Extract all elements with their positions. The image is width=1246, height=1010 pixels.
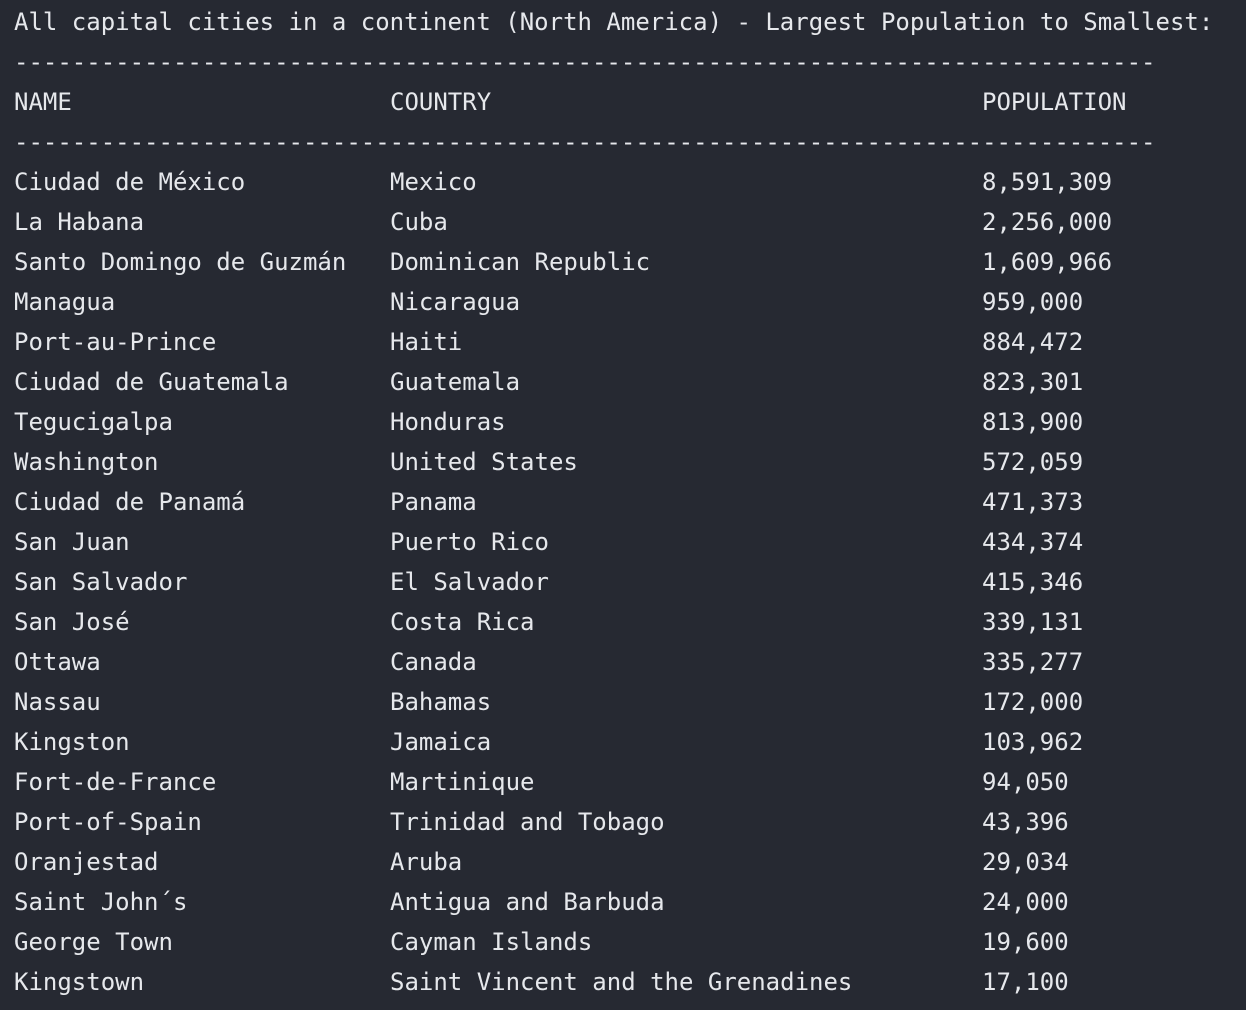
population-value: 572,059 [982,448,1084,476]
table-row: Ottawa Canada 335,277 [14,642,1234,682]
city-name: Port-au-Prince [14,328,217,356]
city-name: Ciudad de México [14,168,246,196]
country-name: Dominican Republic [390,248,651,276]
city-name: Kingstown [14,968,145,996]
population-value: 415,346 [982,568,1084,596]
country-name: United States [390,448,578,476]
city-name: Tegucigalpa [14,408,173,436]
table-row: San Salvador El Salvador 415,346 [14,562,1234,602]
city-name: Managua [14,288,116,316]
table-row: Fort-de-France Martinique 94,050 [14,762,1234,802]
country-name: Canada [390,648,477,676]
population-value: 172,000 [982,688,1084,716]
country-name: Nicaragua [390,288,521,316]
table-row: Kingston Jamaica 103,962 [14,722,1234,762]
population-value: 339,131 [982,608,1084,636]
population-value: 823,301 [982,368,1084,396]
table-row: La Habana Cuba 2,256,000 [14,202,1234,242]
country-name: Aruba [390,848,463,876]
city-name: San José [14,608,130,636]
city-name: Santo Domingo de Guzmán [14,248,347,276]
country-name: Puerto Rico [390,528,549,556]
country-name: Guatemala [390,368,521,396]
table-row: Port-au-Prince Haiti 884,472 [14,322,1234,362]
country-name: Cuba [390,208,448,236]
table-row: Tegucigalpa Honduras 813,900 [14,402,1234,442]
country-name: Bahamas [390,688,492,716]
country-name: Honduras [390,408,506,436]
table-row: Santo Domingo de Guzmán Dominican Republ… [14,242,1234,282]
table-row: Ciudad de Guatemala Guatemala 823,301 [14,362,1234,402]
city-name: George Town [14,928,173,956]
population-value: 959,000 [982,288,1084,316]
population-value: 103,962 [982,728,1084,756]
population-value: 471,373 [982,488,1084,516]
country-name: Costa Rica [390,608,535,636]
city-name: Fort-de-France [14,768,217,796]
population-value: 884,472 [982,328,1084,356]
separator-header: ----------------------------------------… [14,128,1156,156]
header-name: NAME [14,88,72,116]
table-row: George Town Cayman Islands 19,600 [14,922,1234,962]
population-value: 335,277 [982,648,1084,676]
population-value: 94,050 [982,768,1069,796]
city-name: San Juan [14,528,130,556]
table-row: Port-of-Spain Trinidad and Tobago 43,396 [14,802,1234,842]
city-name: Ciudad de Guatemala [14,368,289,396]
table-row: San Juan Puerto Rico 434,374 [14,522,1234,562]
population-value: 29,034 [982,848,1069,876]
city-name: Oranjestad [14,848,159,876]
table-row: Ciudad de Panamá Panama 471,373 [14,482,1234,522]
country-name: Haiti [390,328,463,356]
country-name: Mexico [390,168,477,196]
separator-top: ----------------------------------------… [14,48,1156,76]
population-value: 24,000 [982,888,1069,916]
city-name: Kingston [14,728,130,756]
header-population: POPULATION [982,88,1127,116]
city-name: Saint John´s [14,888,188,916]
population-value: 8,591,309 [982,168,1113,196]
table-row: Ciudad de México Mexico 8,591,309 [14,162,1234,202]
country-name: Saint Vincent and the Grenadines [390,968,853,996]
population-value: 19,600 [982,928,1069,956]
table-row: Oranjestad Aruba 29,034 [14,842,1234,882]
population-value: 813,900 [982,408,1084,436]
table-header: NAME COUNTRY POPULATION [14,82,1127,122]
country-name: Panama [390,488,477,516]
table-row: San José Costa Rica 339,131 [14,602,1234,642]
population-value: 43,396 [982,808,1069,836]
country-name: Martinique [390,768,535,796]
city-name: Nassau [14,688,101,716]
country-name: Jamaica [390,728,492,756]
population-value: 2,256,000 [982,208,1113,236]
city-name: Port-of-Spain [14,808,202,836]
population-value: 17,100 [982,968,1069,996]
country-name: Cayman Islands [390,928,593,956]
table-row: Managua Nicaragua 959,000 [14,282,1234,322]
city-name: La Habana [14,208,145,236]
city-name: Ottawa [14,648,101,676]
output-title: All capital cities in a continent (North… [14,8,1214,36]
country-name: El Salvador [390,568,549,596]
city-name: San Salvador [14,568,188,596]
table-row: Saint John´s Antigua and Barbuda 24,000 [14,882,1234,922]
country-name: Trinidad and Tobago [390,808,665,836]
country-name: Antigua and Barbuda [390,888,665,916]
population-value: 1,609,966 [982,248,1113,276]
city-name: Ciudad de Panamá [14,488,246,516]
table-body: Ciudad de México Mexico 8,591,309 La Hab… [14,162,1234,1002]
table-row: Nassau Bahamas 172,000 [14,682,1234,722]
terminal-output: All capital cities in a continent (North… [14,0,1234,1010]
population-value: 434,374 [982,528,1084,556]
header-country: COUNTRY [390,88,492,116]
table-row: Washington United States 572,059 [14,442,1234,482]
city-name: Washington [14,448,159,476]
table-row: Kingstown Saint Vincent and the Grenadin… [14,962,1234,1002]
